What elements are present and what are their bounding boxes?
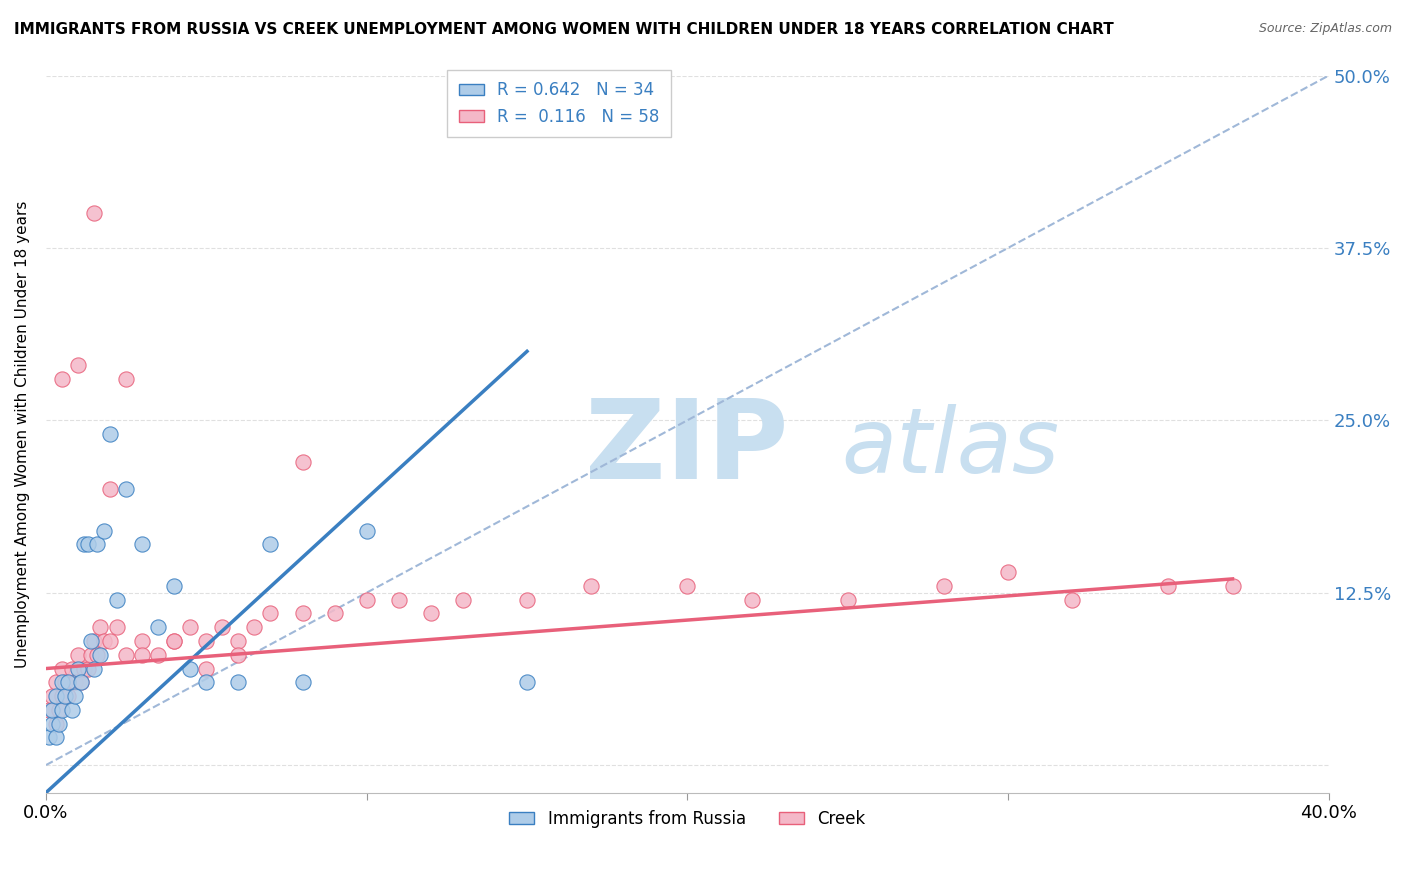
Point xyxy=(86,537,108,551)
Point xyxy=(195,675,218,690)
Point xyxy=(1157,579,1180,593)
Point xyxy=(163,634,186,648)
Point xyxy=(51,675,73,690)
Point xyxy=(228,648,250,662)
Point xyxy=(997,565,1019,579)
Point xyxy=(516,592,538,607)
Point xyxy=(1222,579,1244,593)
Point xyxy=(837,592,859,607)
Point xyxy=(67,648,90,662)
Point xyxy=(259,607,281,621)
Point xyxy=(243,620,266,634)
Point xyxy=(179,620,201,634)
Point xyxy=(63,689,86,703)
Point xyxy=(932,579,955,593)
Point xyxy=(105,592,128,607)
Point xyxy=(228,634,250,648)
Point xyxy=(58,675,80,690)
Point xyxy=(163,579,186,593)
Point xyxy=(83,661,105,675)
Point xyxy=(60,661,83,675)
Legend: Immigrants from Russia, Creek: Immigrants from Russia, Creek xyxy=(502,803,872,835)
Point xyxy=(70,675,93,690)
Point xyxy=(115,482,138,496)
Point xyxy=(53,675,76,690)
Point xyxy=(741,592,763,607)
Point xyxy=(41,689,63,703)
Point xyxy=(179,661,201,675)
Point xyxy=(195,634,218,648)
Text: IMMIGRANTS FROM RUSSIA VS CREEK UNEMPLOYMENT AMONG WOMEN WITH CHILDREN UNDER 18 : IMMIGRANTS FROM RUSSIA VS CREEK UNEMPLOY… xyxy=(14,22,1114,37)
Point xyxy=(45,689,67,703)
Point xyxy=(1062,592,1084,607)
Point xyxy=(73,661,96,675)
Point xyxy=(93,524,115,538)
Point xyxy=(53,689,76,703)
Point xyxy=(148,620,170,634)
Point xyxy=(115,648,138,662)
Text: atlas: atlas xyxy=(841,404,1059,492)
Point xyxy=(63,675,86,690)
Point xyxy=(51,661,73,675)
Point xyxy=(45,675,67,690)
Point xyxy=(676,579,699,593)
Point xyxy=(93,634,115,648)
Point xyxy=(48,703,70,717)
Point xyxy=(70,675,93,690)
Point xyxy=(516,675,538,690)
Point xyxy=(38,731,60,745)
Point xyxy=(131,648,153,662)
Point xyxy=(105,620,128,634)
Y-axis label: Unemployment Among Women with Children Under 18 years: Unemployment Among Women with Children U… xyxy=(15,201,30,668)
Point xyxy=(76,537,98,551)
Point xyxy=(89,620,111,634)
Point xyxy=(356,524,378,538)
Point xyxy=(148,648,170,662)
Point xyxy=(98,427,121,442)
Point xyxy=(579,579,602,593)
Point xyxy=(388,592,411,607)
Point xyxy=(67,358,90,372)
Text: ZIP: ZIP xyxy=(585,395,789,502)
Point xyxy=(45,731,67,745)
Point xyxy=(58,689,80,703)
Point xyxy=(291,455,314,469)
Point xyxy=(98,482,121,496)
Point xyxy=(80,648,103,662)
Point xyxy=(259,537,281,551)
Point xyxy=(211,620,233,634)
Point xyxy=(98,634,121,648)
Point xyxy=(86,648,108,662)
Point xyxy=(83,634,105,648)
Point xyxy=(451,592,474,607)
Point xyxy=(291,675,314,690)
Point xyxy=(419,607,441,621)
Point xyxy=(60,703,83,717)
Point xyxy=(228,675,250,690)
Point xyxy=(80,634,103,648)
Point xyxy=(83,206,105,220)
Point xyxy=(323,607,346,621)
Point xyxy=(195,661,218,675)
Point xyxy=(291,607,314,621)
Point xyxy=(41,703,63,717)
Point xyxy=(41,716,63,731)
Point xyxy=(89,648,111,662)
Point xyxy=(48,716,70,731)
Point xyxy=(51,372,73,386)
Point xyxy=(38,703,60,717)
Point xyxy=(131,634,153,648)
Point xyxy=(131,537,153,551)
Text: Source: ZipAtlas.com: Source: ZipAtlas.com xyxy=(1258,22,1392,36)
Point xyxy=(356,592,378,607)
Point xyxy=(67,661,90,675)
Point xyxy=(163,634,186,648)
Point xyxy=(51,689,73,703)
Point xyxy=(51,703,73,717)
Point xyxy=(73,537,96,551)
Point xyxy=(115,372,138,386)
Point xyxy=(45,716,67,731)
Point xyxy=(76,661,98,675)
